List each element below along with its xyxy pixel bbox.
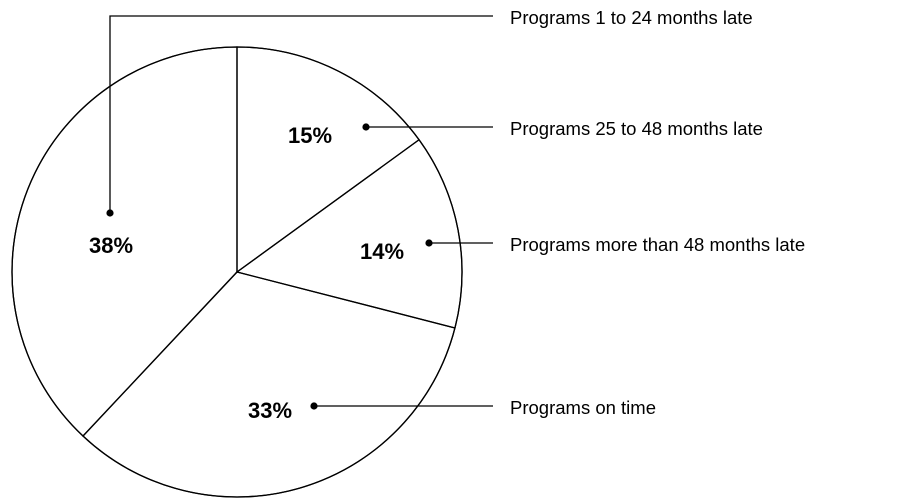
leader-lines [106,15,493,410]
slice-value-label: 33% [248,398,292,423]
legend-item-programs-on-time: Programs on time [510,397,656,418]
legend-item-programs-1-to-24-months-late: Programs 1 to 24 months late [510,7,753,28]
legend-item-programs-more-than-48-months-late: Programs more than 48 months late [510,234,805,255]
leader-dot-programs-1-to-24-months-late [106,209,114,217]
slice-value-label: 15% [288,123,332,148]
pie-slice-programs-more-than-48-months-late [235,138,463,329]
leader-dot-programs-25-to-48-months-late [362,123,370,131]
pie-slice-programs-1-to-24-months-late [11,46,238,437]
leader-dot-programs-on-time [310,402,318,410]
leader-dot-programs-more-than-48-months-late [425,239,433,247]
slice-value-label: 38% [89,233,133,258]
pie-slice-programs-on-time [82,271,456,498]
slice-value-label: 14% [360,239,404,264]
legend: Programs 25 to 48 months late Programs mo… [510,7,805,418]
legend-item-programs-25-to-48-months-late: Programs 25 to 48 months late [510,118,763,139]
pie-slices [11,46,463,498]
pie-slice-programs-25-to-48-months-late [236,46,420,274]
slice-labels: 15% 14% 33% 38% [89,123,404,423]
leader-line-programs-1-to-24-months-late [109,15,493,213]
